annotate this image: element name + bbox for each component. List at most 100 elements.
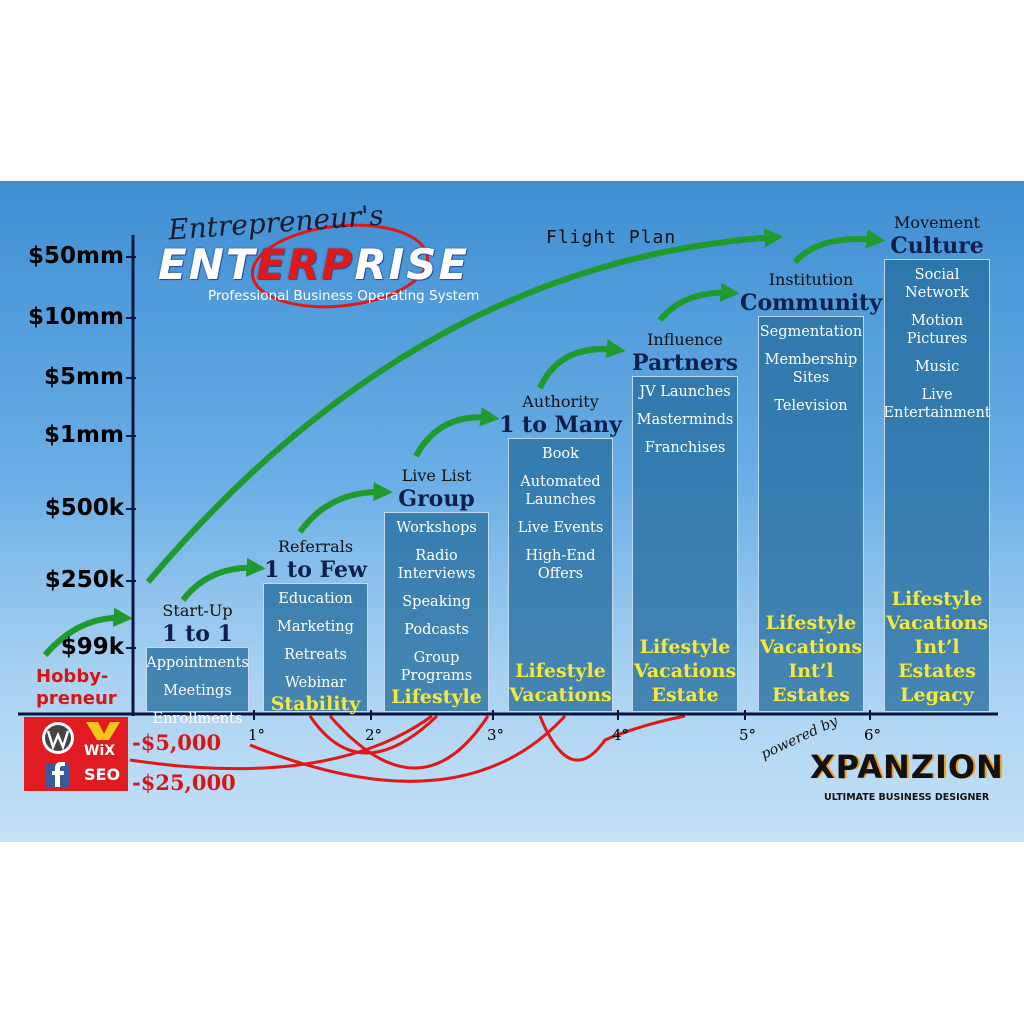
stage-label: Live List	[401, 466, 472, 485]
stage-items: Segmentation Membership Sites Television	[759, 317, 863, 415]
outcome-line: Int’l	[788, 660, 834, 682]
stage-bar: Segmentation Membership Sites Television Li…	[758, 316, 864, 712]
hobby-label: preneur	[36, 688, 117, 709]
stage-item: Education	[278, 591, 353, 607]
stage-items: Appointments Meetings Enrollments	[146, 648, 249, 728]
stage-title: 1 to 1	[162, 621, 233, 647]
stage-items: Social Network Motion Pictures Music Live E…	[883, 260, 990, 422]
stage-item: Marketing	[277, 619, 354, 635]
outcome-line: Estates	[898, 660, 976, 682]
stage-item: JV Launches	[639, 384, 731, 400]
stage-item: Television	[774, 398, 848, 414]
stage-outcome: Lifestyle Vacations	[509, 659, 611, 711]
stage-outcome: Lifestyle Vacations Int’l Estates Legacy	[886, 587, 988, 711]
title: ENTERPRISE	[158, 240, 469, 289]
stage-title: Culture	[890, 233, 984, 259]
stage-item: Podcasts	[404, 622, 469, 638]
loss-curves	[129, 223, 686, 783]
outcome-line: Lifestyle	[391, 686, 482, 708]
y-axis-label: $500k	[44, 495, 124, 521]
loss-label: -$25,000	[132, 770, 236, 795]
stage-bar: Workshops Radio Interviews Speaking Podcast…	[384, 512, 489, 712]
outcome-line: Estates	[772, 684, 850, 706]
stage-item: Segmentation	[759, 324, 863, 340]
stage-item: Membership Sites	[764, 352, 858, 386]
title-part: RISE	[354, 240, 470, 289]
title-part: ENT	[158, 240, 257, 289]
stage-items: Book Automated Launches Live Events High-En…	[509, 439, 612, 583]
brand-tagline: ULTIMATE BUSINESS DESIGNER	[824, 792, 990, 803]
outcome-line: Vacations	[633, 660, 737, 682]
stage-outcome: Lifestyle	[391, 685, 482, 713]
badge-label: WiX	[84, 743, 116, 759]
stage-item: Appointments	[146, 655, 249, 671]
stage-item: Workshops	[396, 520, 477, 536]
badge-label: SEO	[84, 765, 121, 784]
stage-item: Social Network	[905, 267, 969, 301]
stage-title: 1 to Many	[499, 412, 622, 438]
stage-item: Retreats	[284, 647, 347, 663]
outcome-line: Vacations	[885, 612, 989, 634]
outcome-line: Estate	[651, 684, 719, 706]
outcome-line: Legacy	[900, 684, 974, 706]
stage-title: Group	[398, 486, 475, 512]
stage-bar: Appointments Meetings Enrollments	[146, 647, 249, 727]
stage-item: Automated Launches	[520, 474, 601, 508]
stage-item: High-End Offers	[525, 548, 596, 582]
stage-bar: Education Marketing Retreats Webinar Stabili…	[263, 583, 368, 715]
stage-item: Webinar	[284, 675, 347, 691]
outcome-line: Vacations	[759, 636, 863, 658]
stage-title: 1 to Few	[264, 557, 367, 583]
stage-outcome: Lifestyle Vacations Int’l Estates	[760, 611, 862, 711]
y-axis-label: $250k	[44, 567, 124, 593]
stage-label: Influence	[647, 330, 723, 349]
stage-item: Masterminds	[636, 412, 734, 428]
stage-label: Authority	[522, 392, 599, 411]
growth-arrows	[42, 228, 886, 657]
stage-item: Franchises	[644, 440, 726, 456]
x-axis-label: 3°	[487, 726, 505, 744]
stage-item: Meetings	[163, 683, 232, 699]
flight-plan: Flight Plan	[546, 227, 677, 248]
stage-outcome: Lifestyle Vacations Estate	[634, 635, 736, 711]
y-axis-label: $1mm	[44, 422, 124, 448]
loss-label: -$5,000	[132, 730, 222, 755]
stage-items: JV Launches Masterminds Franchises	[637, 377, 734, 457]
x-axis-label: 1°	[248, 726, 266, 744]
y-axis-label: $5mm	[44, 364, 124, 390]
stage-item: Book	[542, 446, 579, 462]
hobby-label: Hobby-	[36, 666, 109, 687]
stage-title: Partners	[632, 350, 738, 376]
subtitle: Professional Business Operating System	[208, 288, 480, 304]
stage-bar: JV Launches Masterminds Franchises Lifestyl…	[632, 376, 738, 712]
stage-title: Community	[739, 290, 883, 316]
stage-items: Workshops Radio Interviews Speaking Podcast…	[385, 513, 488, 685]
stage-label: Start-Up	[162, 601, 233, 620]
outcome-line: Lifestyle	[891, 588, 983, 610]
stage-bar: Book Automated Launches Live Events High-En…	[508, 438, 613, 712]
y-axis-label: $99k	[60, 634, 124, 660]
stage-item: Live Entertainment	[883, 387, 991, 421]
stage-item: Motion Pictures	[906, 313, 968, 347]
logo-box	[24, 717, 128, 791]
stage-bar: Social Network Motion Pictures Music Live E…	[883, 259, 991, 712]
outcome-line: Lifestyle	[765, 612, 857, 634]
outcome-line: Lifestyle	[639, 636, 731, 658]
title-part: ERP	[256, 240, 355, 289]
stage-label: Movement	[894, 213, 980, 232]
stage-label: Institution	[768, 270, 854, 289]
stage-item: Radio Interviews	[397, 548, 476, 582]
stage-outcome: Stability	[271, 692, 361, 720]
x-axis-label: 6°	[864, 726, 882, 744]
brand-name: XPANZION	[810, 748, 1004, 786]
outcome-line: Stability	[270, 693, 361, 715]
outcome-line: Lifestyle	[515, 660, 606, 682]
y-axis-label: $10mm	[28, 304, 124, 330]
stage-item: Group Programs	[400, 650, 473, 684]
stage-item: Live Events	[517, 520, 604, 536]
x-axis-label: 4°	[612, 726, 630, 744]
stage-item: Speaking	[402, 594, 471, 610]
x-axis-label: 2°	[365, 726, 383, 744]
